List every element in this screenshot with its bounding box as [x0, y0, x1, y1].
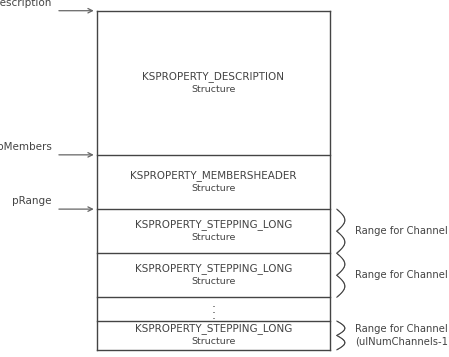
Text: .: .: [211, 303, 215, 316]
Text: Structure: Structure: [191, 85, 235, 94]
Text: pMembers: pMembers: [0, 142, 52, 152]
Text: KSPROPERTY_STEPPING_LONG: KSPROPERTY_STEPPING_LONG: [135, 219, 292, 230]
Text: .: .: [211, 308, 215, 322]
Text: KSPROPERTY_DESCRIPTION: KSPROPERTY_DESCRIPTION: [142, 71, 284, 82]
Text: pDescription: pDescription: [0, 0, 52, 8]
Text: Structure: Structure: [191, 184, 235, 193]
Text: .: .: [211, 297, 215, 310]
Text: (ulNumChannels-1): (ulNumChannels-1): [355, 337, 449, 347]
Text: Range for Channel 1: Range for Channel 1: [355, 270, 449, 280]
Text: pRange: pRange: [12, 196, 52, 206]
Text: KSPROPERTY_STEPPING_LONG: KSPROPERTY_STEPPING_LONG: [135, 263, 292, 274]
Text: Structure: Structure: [191, 337, 235, 346]
Text: KSPROPERTY_STEPPING_LONG: KSPROPERTY_STEPPING_LONG: [135, 323, 292, 335]
Text: Structure: Structure: [191, 233, 235, 242]
Text: Range for Channel: Range for Channel: [355, 324, 448, 334]
Text: KSPROPERTY_MEMBERSHEADER: KSPROPERTY_MEMBERSHEADER: [130, 170, 296, 181]
Text: Structure: Structure: [191, 277, 235, 286]
Text: Range for Channel 0: Range for Channel 0: [355, 226, 449, 236]
